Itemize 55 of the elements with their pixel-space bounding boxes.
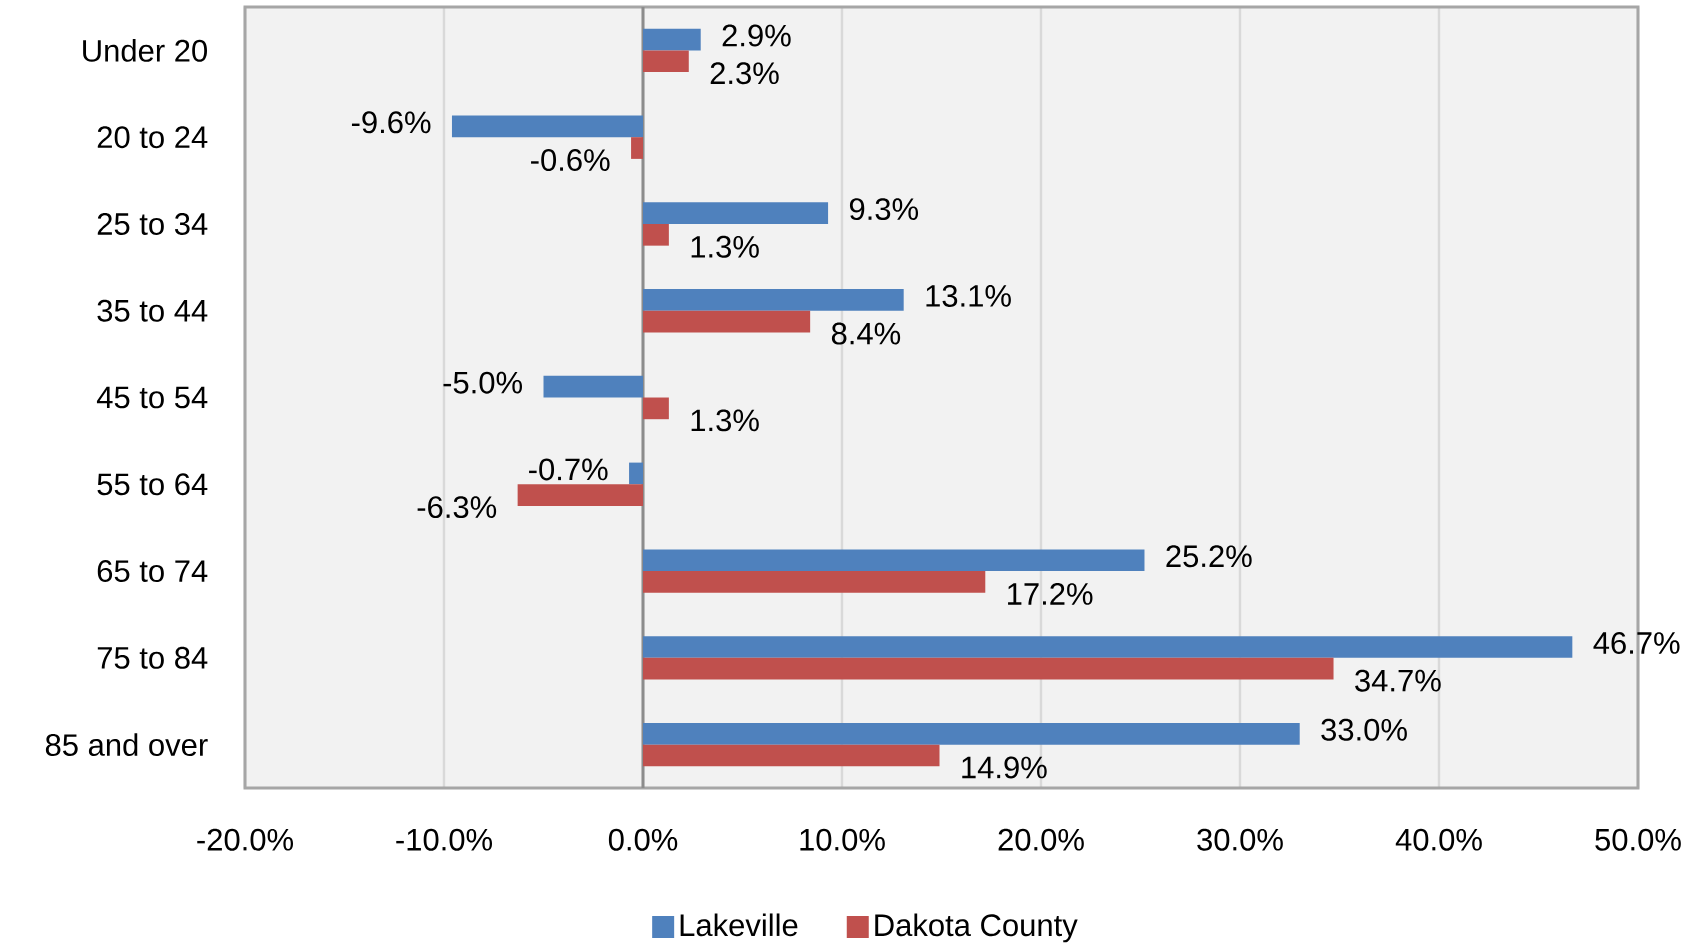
data-label: 34.7% <box>1355 669 1441 692</box>
bar <box>517 484 643 506</box>
data-label: 2.9% <box>722 24 791 47</box>
y-tick-label: 25 to 34 <box>97 212 208 235</box>
bar <box>631 137 643 159</box>
bar <box>643 722 1300 745</box>
data-label: -5.0% <box>443 371 522 394</box>
y-tick-label: 75 to 84 <box>97 646 208 669</box>
x-tick-label: 50.0% <box>1595 828 1681 851</box>
data-label: -9.6% <box>351 111 431 134</box>
x-tick-label: 10.0% <box>800 828 885 851</box>
y-tick-label: Under 20 <box>83 39 208 62</box>
y-tick-label: 85 and over <box>45 733 208 757</box>
data-label: 1.3% <box>691 235 759 258</box>
bar <box>451 115 643 138</box>
data-label: 25.2% <box>1166 545 1252 568</box>
bar <box>643 289 904 311</box>
x-tick-label: 40.0% <box>1395 828 1482 851</box>
y-tick-label: 45 to 54 <box>96 386 208 409</box>
y-tick-label: 35 to 44 <box>97 299 208 322</box>
data-label: 46.7% <box>1593 632 1680 654</box>
data-label: 13.1% <box>926 284 1011 307</box>
data-label: 1.3% <box>691 409 759 432</box>
y-tick-label: 20 to 24 <box>97 126 208 149</box>
data-label: 17.2% <box>1008 582 1093 605</box>
legend-label: Dakota County <box>875 913 1078 943</box>
data-label: 33.0% <box>1321 718 1407 741</box>
x-tick-label: -20.0% <box>197 828 294 851</box>
y-tick-label: 65 to 74 <box>97 560 208 583</box>
data-label: 8.4% <box>831 322 901 345</box>
bar <box>643 50 689 73</box>
bar <box>643 657 1334 680</box>
bar <box>643 223 669 246</box>
legend-label: Lakeville <box>680 913 798 937</box>
bar <box>543 375 643 398</box>
data-label: -0.7% <box>529 458 608 481</box>
bar <box>643 310 811 333</box>
data-label: 14.9% <box>962 756 1047 779</box>
bar <box>629 462 643 485</box>
bar <box>643 549 1145 572</box>
x-tick-label: 30.0% <box>1197 828 1283 851</box>
bar <box>643 202 829 224</box>
data-label: 2.3% <box>710 62 779 85</box>
x-tick-label: -10.0% <box>396 828 493 851</box>
data-label: -6.3% <box>417 496 497 519</box>
bar <box>643 744 940 767</box>
x-tick-label: 0.0% <box>608 828 678 851</box>
y-tick-label: 55 to 64 <box>97 473 208 496</box>
bar <box>643 636 1573 658</box>
bar <box>643 571 986 593</box>
data-label: -0.6% <box>531 149 610 172</box>
bar <box>643 397 669 420</box>
bar <box>643 28 701 51</box>
x-tick-label: 20.0% <box>998 828 1084 851</box>
data-label: 9.3% <box>849 198 919 221</box>
